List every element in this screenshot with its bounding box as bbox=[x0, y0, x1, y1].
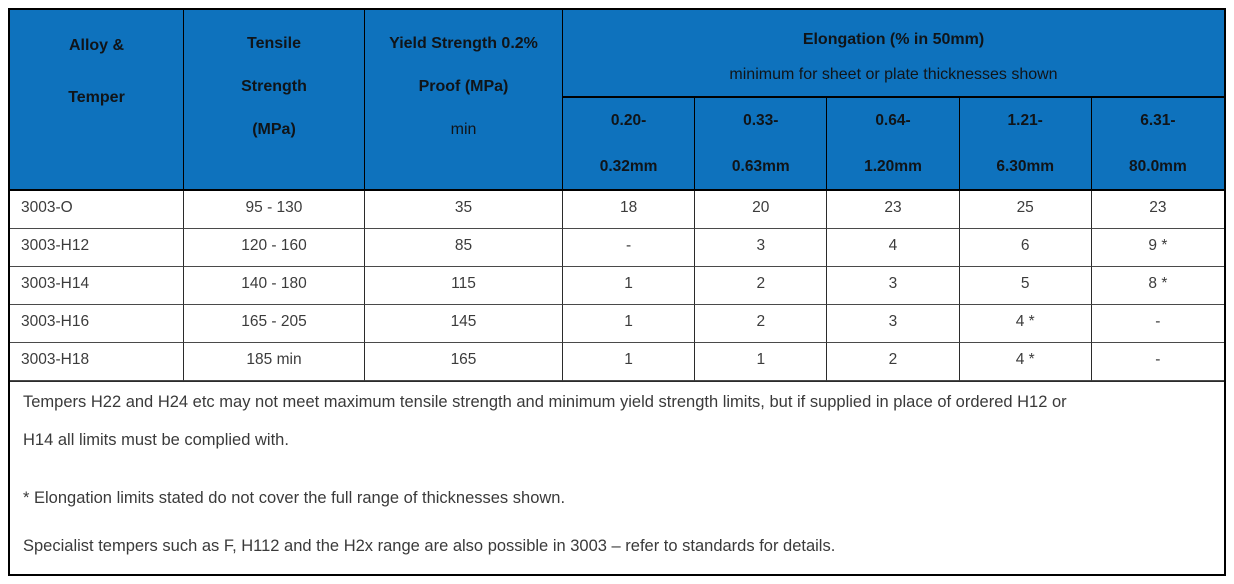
yield-strength-title: Yield Strength 0.2% Proof (MPa) bbox=[389, 35, 538, 95]
elongation-cell: - bbox=[563, 229, 696, 267]
elongation-cell: - bbox=[1091, 305, 1224, 343]
column-header-thickness-3: 0.64- 1.20mm bbox=[827, 98, 960, 191]
alloy-temper-cell: 3003-H16 bbox=[10, 305, 184, 343]
elongation-cell: 4 * bbox=[959, 305, 1092, 343]
yield-strength-cell: 115 bbox=[365, 267, 563, 305]
alloy-temper-cell: 3003-H14 bbox=[10, 267, 184, 305]
elongation-cell: 6 bbox=[959, 229, 1092, 267]
alloy-temper-cell: 3003-O bbox=[10, 191, 184, 229]
elongation-cell: 1 bbox=[563, 267, 696, 305]
tensile-strength-cell: 165 - 205 bbox=[184, 305, 365, 343]
alloy-properties-table: Alloy & Temper Tensile Strength (MPa) Yi… bbox=[8, 8, 1226, 576]
footnote-tempers: Tempers H22 and H24 etc may not meet max… bbox=[23, 393, 1067, 449]
elongation-cell: 3 bbox=[695, 229, 828, 267]
yield-strength-cell: 145 bbox=[365, 305, 563, 343]
tensile-strength-cell: 185 min bbox=[184, 343, 365, 381]
elongation-cell: 2 bbox=[695, 305, 828, 343]
elongation-title: Elongation (% in 50mm) bbox=[802, 31, 985, 48]
elongation-cell: 3 bbox=[827, 305, 960, 343]
tensile-strength-cell: 120 - 160 bbox=[184, 229, 365, 267]
elongation-cell: 23 bbox=[827, 191, 960, 229]
column-header-thickness-4: 1.21- 6.30mm bbox=[959, 98, 1092, 191]
elongation-cell: 3 bbox=[827, 267, 960, 305]
alloy-temper-cell: 3003-H12 bbox=[10, 229, 184, 267]
elongation-cell: 1 bbox=[563, 343, 696, 381]
elongation-cell: 1 bbox=[563, 305, 696, 343]
elongation-cell: 5 bbox=[959, 267, 1092, 305]
alloy-temper-cell: 3003-H18 bbox=[10, 343, 184, 381]
elongation-cell: 23 bbox=[1091, 191, 1224, 229]
elongation-cell: - bbox=[1091, 343, 1224, 381]
column-header-thickness-5: 6.31- 80.0mm bbox=[1091, 98, 1224, 191]
column-header-tensile-strength: Tensile Strength (MPa) bbox=[184, 10, 365, 191]
elongation-cell: 18 bbox=[563, 191, 696, 229]
elongation-cell: 2 bbox=[695, 267, 828, 305]
yield-strength-min-label: min bbox=[450, 121, 477, 138]
yield-strength-cell: 165 bbox=[365, 343, 563, 381]
yield-strength-cell: 35 bbox=[365, 191, 563, 229]
elongation-subtitle: minimum for sheet or plate thicknesses s… bbox=[729, 66, 1058, 83]
elongation-cell: 2 bbox=[827, 343, 960, 381]
footnote-elongation-asterisk: * Elongation limits stated do not cover … bbox=[23, 489, 566, 507]
elongation-cell: 1 bbox=[695, 343, 828, 381]
tensile-strength-cell: 95 - 130 bbox=[184, 191, 365, 229]
column-header-alloy-temper: Alloy & Temper bbox=[10, 10, 184, 191]
column-header-elongation: Elongation (% in 50mm) minimum for sheet … bbox=[563, 10, 1224, 98]
column-header-thickness-2: 0.33- 0.63mm bbox=[695, 98, 828, 191]
tensile-strength-cell: 140 - 180 bbox=[184, 267, 365, 305]
footnote-specialist-tempers: Specialist tempers such as F, H112 and t… bbox=[23, 537, 836, 555]
column-header-yield-strength: Yield Strength 0.2% Proof (MPa) min bbox=[365, 10, 563, 191]
elongation-cell: 9 * bbox=[1091, 229, 1224, 267]
elongation-cell: 25 bbox=[959, 191, 1092, 229]
elongation-cell: 4 * bbox=[959, 343, 1092, 381]
footnotes-section: Tempers H22 and H24 etc may not meet max… bbox=[10, 381, 1224, 574]
column-header-thickness-1: 0.20- 0.32mm bbox=[563, 98, 696, 191]
elongation-cell: 8 * bbox=[1091, 267, 1224, 305]
elongation-cell: 4 bbox=[827, 229, 960, 267]
yield-strength-cell: 85 bbox=[365, 229, 563, 267]
elongation-cell: 20 bbox=[695, 191, 828, 229]
